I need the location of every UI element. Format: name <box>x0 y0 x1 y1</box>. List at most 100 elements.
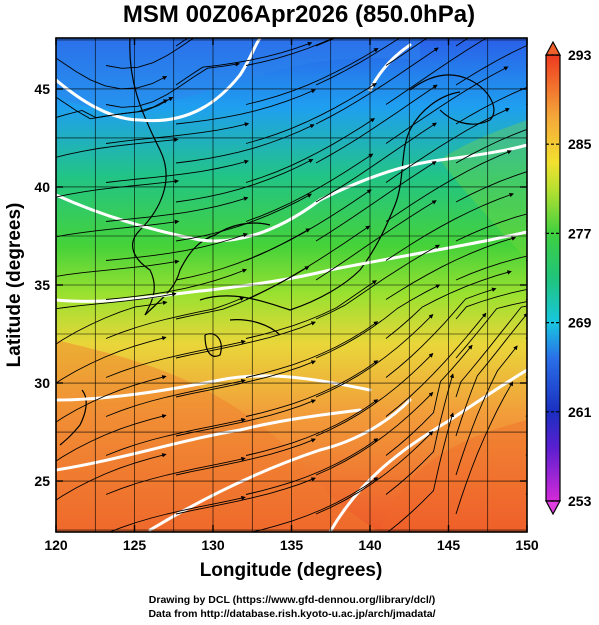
colorbar-tick-label-1: 261 <box>568 404 592 420</box>
streamline-75 <box>455 305 527 398</box>
y-axis-label: Latitude (degrees) <box>4 203 25 368</box>
streamline-32 <box>56 179 180 198</box>
x-tick-label-5: 145 <box>437 537 461 553</box>
plot-area <box>56 38 527 532</box>
streamline-49 <box>175 228 311 281</box>
colorbar-tick-label-5: 293 <box>568 47 592 63</box>
streamline-72 <box>56 336 167 384</box>
streamline-77 <box>245 360 379 417</box>
streamline-34 <box>315 122 437 203</box>
streamline-92 <box>105 456 246 495</box>
streamline-50 <box>315 200 437 281</box>
grid-lines <box>56 38 527 532</box>
streamline-97 <box>175 477 316 515</box>
colorbar-tick-label-4: 285 <box>568 136 592 152</box>
x-tick-label-4: 140 <box>358 537 382 553</box>
streamline-17 <box>175 89 316 125</box>
streamline-78 <box>385 312 487 417</box>
streamline-89 <box>175 438 316 476</box>
streamline-15 <box>525 103 527 105</box>
colorbar-tick-label-3: 277 <box>568 225 592 241</box>
streamline-16 <box>56 97 174 119</box>
streamline-31 <box>525 181 527 183</box>
warm-region-east <box>380 420 527 532</box>
streamline-93 <box>245 438 379 495</box>
streamline-76 <box>105 378 246 417</box>
coastlines <box>59 38 495 446</box>
streamline-19 <box>455 86 527 125</box>
x-tick-label-1: 125 <box>123 537 147 553</box>
wind-streamlines <box>56 38 527 532</box>
streamline-67 <box>455 301 527 359</box>
colorbar-ticks: 253 261 269 277 285 293 <box>546 47 592 509</box>
streamline-73 <box>175 360 316 398</box>
streamline-91 <box>455 345 518 476</box>
x-tick-label-3: 135 <box>280 537 304 553</box>
colorbar-tick-label-2: 269 <box>568 315 592 331</box>
streamline-11 <box>455 44 527 86</box>
chart-title: MSM 00Z06Apr2026 (850.0hPa) <box>123 1 475 28</box>
streamline-51 <box>455 255 527 281</box>
streamline-100 <box>108 495 246 532</box>
streamline-10 <box>315 38 401 86</box>
streamline-99 <box>455 381 514 515</box>
streamline-103 <box>526 531 527 532</box>
x-tick-label-6: 150 <box>515 537 539 553</box>
streamline-102 <box>387 412 455 532</box>
streamline-58 <box>315 244 440 320</box>
streamline-24 <box>56 137 179 158</box>
streamline-35 <box>455 171 527 203</box>
streamline-70 <box>385 287 497 378</box>
streamline-61 <box>245 280 377 339</box>
streamline-82 <box>315 352 434 437</box>
streamline-22 <box>385 66 509 144</box>
streamline-37 <box>245 153 374 222</box>
streamline-66 <box>315 284 441 359</box>
x-axis-ticks: 120 125 130 135 140 145 150 <box>44 38 539 553</box>
streamline-28 <box>105 159 249 183</box>
streamline-13 <box>245 48 379 105</box>
streamline-90 <box>315 391 434 476</box>
streamline-71 <box>525 375 527 378</box>
streamline-6 <box>385 38 428 66</box>
streamline-64 <box>56 300 168 345</box>
streamline-86 <box>385 344 473 456</box>
streamline-101 <box>250 477 379 532</box>
streamline-88 <box>56 414 167 462</box>
y-tick-label-1: 30 <box>34 375 50 391</box>
y-tick-label-4: 45 <box>34 81 50 97</box>
streamline-48 <box>56 259 180 277</box>
colorbar-scale <box>545 54 561 502</box>
streamline-60 <box>105 296 245 339</box>
streamline-57 <box>175 266 310 320</box>
y-tick-label-0: 25 <box>34 473 50 489</box>
streamline-80 <box>56 375 167 423</box>
streamline-74 <box>315 313 434 398</box>
streamline-39 <box>525 220 527 222</box>
streamline-41 <box>175 193 312 242</box>
streamline-47 <box>525 259 527 261</box>
streamline-84 <box>105 417 246 456</box>
streamline-44 <box>105 232 248 261</box>
streamline-83 <box>455 312 527 437</box>
streamline-85 <box>245 399 379 456</box>
streamline-27 <box>455 128 527 164</box>
streamline-29 <box>245 118 376 183</box>
streamline-96 <box>56 453 167 501</box>
streamline-69 <box>245 321 379 378</box>
streamline-55 <box>525 298 527 300</box>
cold-region <box>56 38 420 109</box>
streamline-94 <box>385 373 455 495</box>
streamline-25 <box>175 124 315 164</box>
streamline-68 <box>105 339 246 378</box>
colorbar-upper-arrow <box>544 40 562 56</box>
streamline-98 <box>315 430 434 515</box>
streamline-21 <box>245 83 377 144</box>
x-axis-label: Longitude (degrees) <box>200 560 383 581</box>
streamline-62 <box>385 270 512 339</box>
green-region-east <box>440 120 527 260</box>
colorbar-lower-arrow <box>544 500 562 516</box>
streamline-36 <box>105 196 249 222</box>
colorbar: 253 261 269 277 285 293 <box>544 40 592 516</box>
